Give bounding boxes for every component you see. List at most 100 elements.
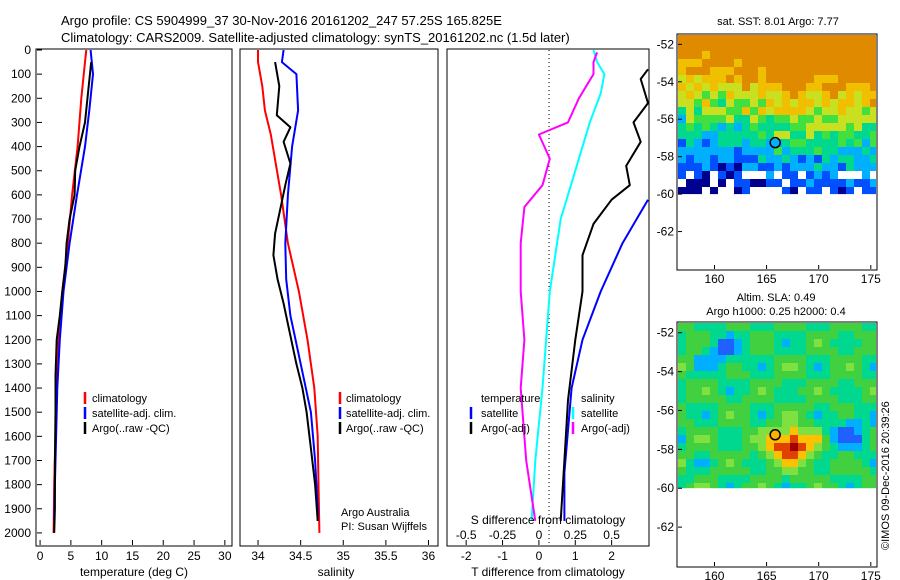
map-cell [718,139,726,147]
map-cell [718,339,726,347]
map-cell [814,331,822,339]
map-cell [750,83,758,91]
map-cell [790,131,798,139]
map-cell [782,339,790,347]
map-cell [790,187,798,195]
map-cell [854,347,862,355]
map-cell [798,83,806,91]
map-cell [702,475,710,483]
map-cell [822,339,830,347]
map-cell [846,459,854,467]
map-cell [734,171,742,179]
map-cell [798,427,806,435]
y-tick-label: 1900 [4,502,31,516]
map-cell [782,187,790,195]
map-cell [694,147,702,155]
map-cell [838,323,846,331]
difference-legend-salinity: salinity satellite Argo(-adj) [571,393,630,435]
map-cell [862,331,870,339]
map-cell [870,179,876,187]
map-cell [718,179,726,187]
map-cell [686,339,694,347]
map-cell [734,323,742,331]
map-cell [774,395,782,403]
map-cell [806,427,814,435]
map-cell [710,139,718,147]
map-x-tick-label: 170 [809,272,829,286]
map-cell [694,179,702,187]
map-cell [702,347,710,355]
map-cell [790,451,798,459]
map-cell [822,355,830,363]
map-cell [678,43,686,51]
map-cell [846,91,854,99]
map-cell [750,395,758,403]
difference-panel: -2 -1 0 1 2 -0.5 -0.25 0 0.25 0.5 T difference f… [446,48,650,579]
map-cell [846,139,854,147]
map-cell [718,451,726,459]
map-cell [718,147,726,155]
map-cell [702,83,710,91]
map-cell [870,475,876,483]
map-cell [814,387,822,395]
map-cell [750,347,758,355]
map-x-tick-label: 175 [861,569,881,580]
sla-map-title: Altim. SLA: 0.49 [737,292,816,304]
x-tick-label: -1 [497,549,508,563]
map-cell [854,443,862,451]
map-cell [766,43,774,51]
map-cell [790,371,798,379]
map-cell [830,451,838,459]
map-cell [678,179,686,187]
map-cell [774,59,782,67]
map-cell [798,115,806,123]
map-cell [830,435,838,443]
map-cell [686,123,694,131]
map-cell [870,379,876,387]
map-cell [686,187,694,195]
map-y-tick-label: -62 [657,520,675,534]
map-cell [678,123,686,131]
map-cell [798,331,806,339]
map-cell [742,115,750,123]
y-tick-label: 2000 [4,526,31,540]
map-cell [734,443,742,451]
map-cell [702,411,710,419]
map-cell [718,435,726,443]
map-cell [710,163,718,171]
map-cell [854,387,862,395]
map-cell [766,379,774,387]
map-cell [854,179,862,187]
map-cell [838,107,846,115]
map-cell [782,355,790,363]
map-cell [862,107,870,115]
map-cell [686,99,694,107]
map-cell [750,467,758,475]
map-cell [726,443,734,451]
map-cell [718,379,726,387]
map-cell [734,75,742,83]
map-cell [774,155,782,163]
map-cell [830,379,838,387]
map-cell [718,403,726,411]
map-cell [718,59,726,67]
map-cell [798,67,806,75]
map-cell [846,379,854,387]
map-cell [694,339,702,347]
map-cell [798,347,806,355]
map-cell [862,155,870,163]
map-cell [742,323,750,331]
map-cell [854,155,862,163]
map-cell [838,331,846,339]
map-cell [822,483,830,489]
map-cell [822,363,830,371]
map-cell [830,331,838,339]
map-cell [750,75,758,83]
map-cell [798,91,806,99]
map-cell [726,427,734,435]
map-cell [774,323,782,331]
map-cell [790,75,798,83]
sla-map-panel: Altim. SLA: 0.49 Argo h1000: 0.25 h2000:… [657,292,881,580]
map-cell [870,443,876,451]
map-cell [798,99,806,107]
